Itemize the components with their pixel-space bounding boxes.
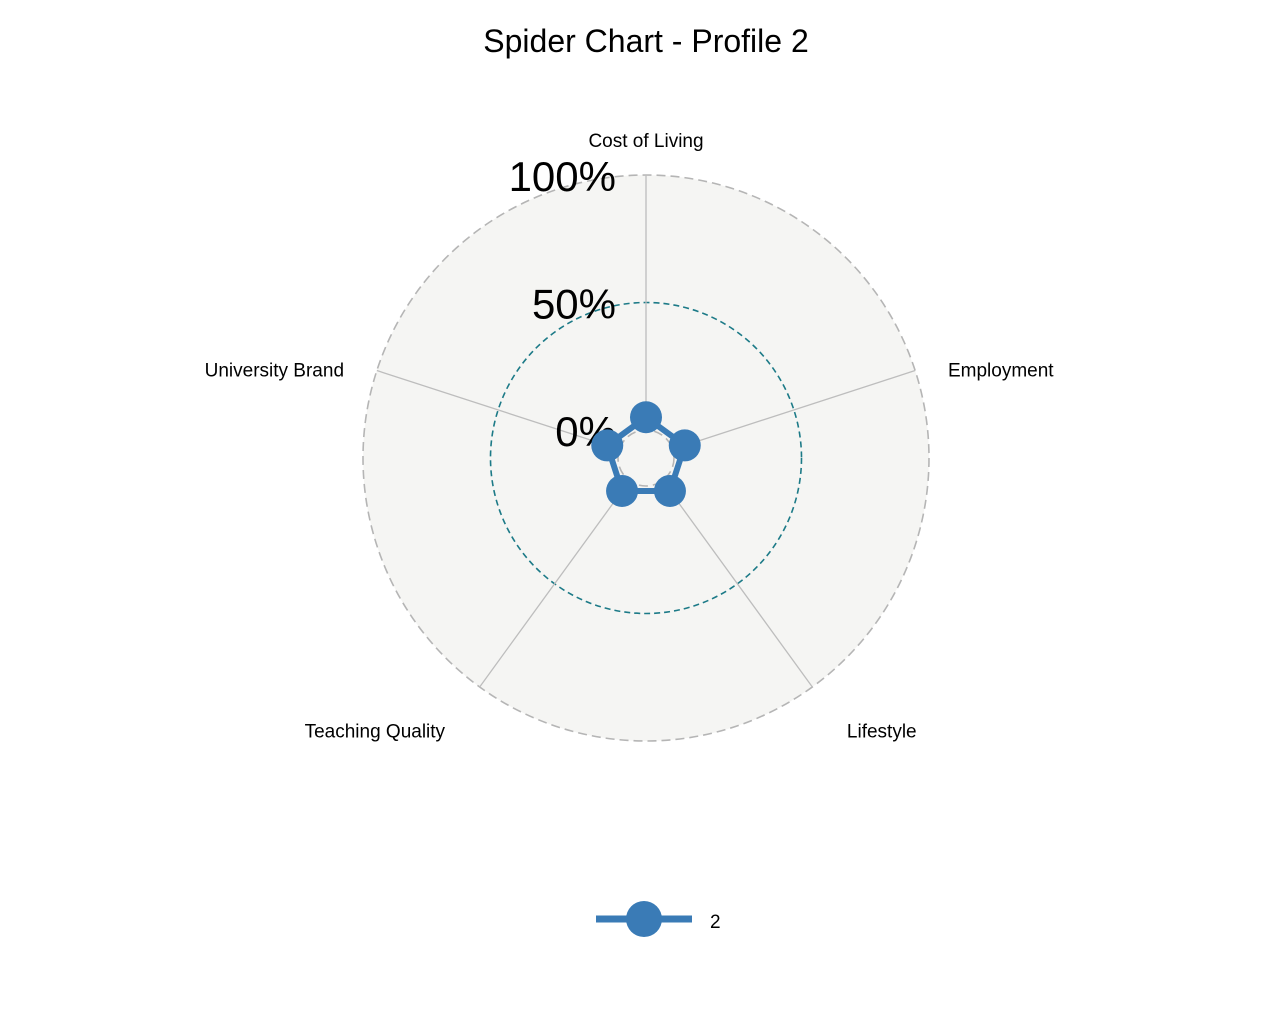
axis-line-3 (479, 480, 631, 688)
axis-label-0: Cost of Living (588, 131, 703, 152)
series-point-0-2 (653, 474, 686, 507)
chart-title: Spider Chart - Profile 2 (483, 23, 808, 59)
radar-series (591, 401, 701, 507)
axis-label-3: Teaching Quality (305, 722, 446, 743)
axis-label-4: University Brand (205, 361, 344, 382)
legend: 2 (596, 901, 721, 937)
axis-line-4 (376, 369, 620, 450)
series-point-0-3 (606, 474, 639, 507)
legend-swatch-marker (626, 901, 662, 937)
axis-line-2 (661, 480, 813, 688)
panel-background (363, 175, 929, 741)
radar-axes (376, 175, 916, 688)
axis-line-1 (672, 369, 916, 450)
series-point-0-0 (630, 401, 662, 434)
series-point-0-1 (668, 429, 701, 462)
grid-label-1: 50% (532, 281, 616, 328)
grid-label-2: 100% (509, 153, 616, 200)
axis-label-1: Employment (948, 361, 1054, 382)
axis-label-2: Lifestyle (847, 722, 917, 743)
legend-label: 2 (710, 912, 721, 933)
axis-labels: Cost of Living Employment Lifestyle Teachin… (205, 131, 1055, 743)
series-point-0-4 (591, 429, 624, 462)
